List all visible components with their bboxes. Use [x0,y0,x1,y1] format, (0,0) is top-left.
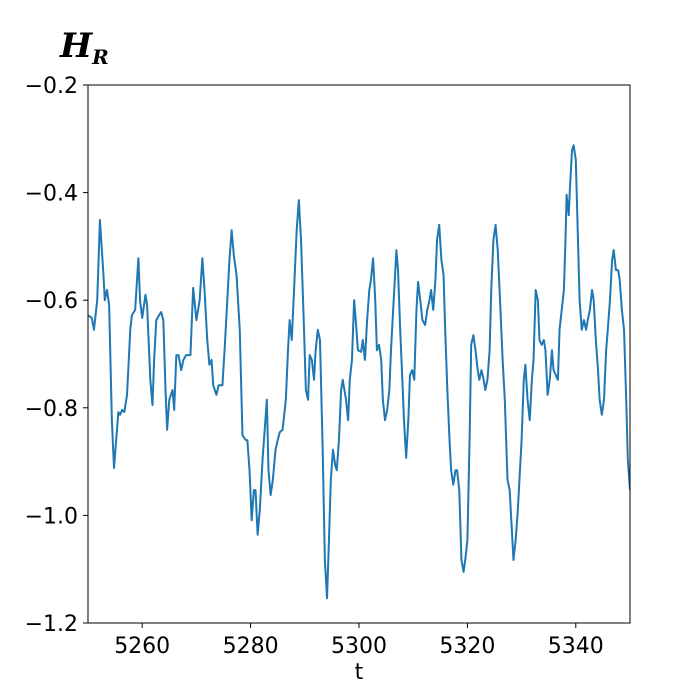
chart-title: HR [59,26,109,69]
x-tick-label: 5300 [331,634,387,659]
y-tick-label: −1.2 [25,612,78,637]
title-main: H [59,26,94,66]
x-axis-label: t [355,660,364,685]
y-tick-label: −0.6 [25,289,78,314]
x-tick-label: 5280 [223,634,279,659]
y-tick-label: −0.2 [25,74,78,99]
y-tick-label: −0.8 [25,397,78,422]
x-tick-label: 5260 [114,634,170,659]
y-tick-label: −1.0 [25,504,78,529]
plot-frame [87,84,631,624]
data-line [88,144,630,600]
title-subscript: R [91,45,109,69]
x-tick-label: 5320 [439,634,495,659]
x-tick-label: 5340 [548,634,604,659]
y-tick-label: −0.4 [25,182,78,207]
